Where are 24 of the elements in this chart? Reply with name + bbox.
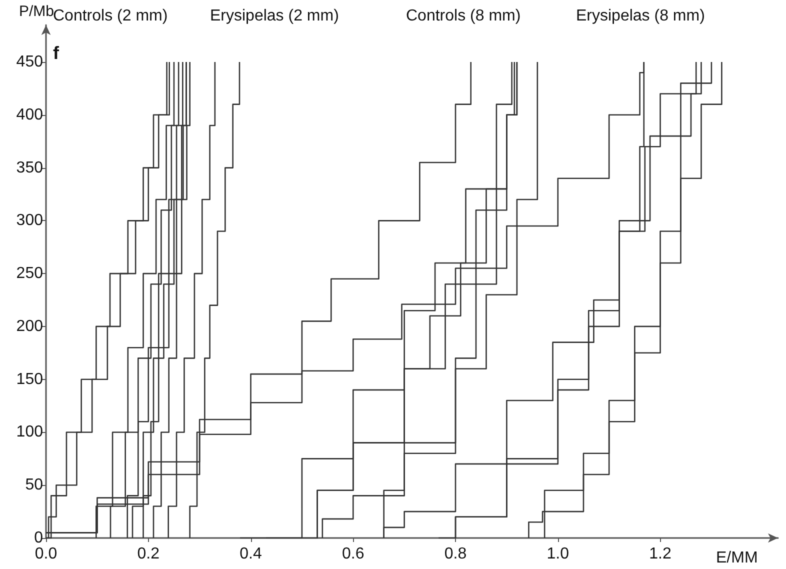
y-tick-label: 150: [16, 370, 44, 388]
x-tick-label: 0.4: [240, 546, 262, 562]
y-axis-title: P/Mb: [18, 3, 54, 20]
x-tick-label: 0.8: [444, 546, 467, 562]
x-tick-label: 1.0: [546, 546, 570, 562]
y-tick-label: 350: [16, 159, 44, 176]
x-tick-label: 0.0: [34, 546, 58, 562]
x-tick-label: 0.6: [342, 546, 364, 562]
annotation: f: [53, 43, 60, 63]
x-axis-title: E/MM: [716, 550, 758, 566]
y-tick-label: 300: [16, 212, 44, 230]
y-tick-label: 50: [25, 476, 44, 494]
x-tick-label: 0.2: [137, 546, 160, 562]
y-tick-label: 100: [16, 424, 44, 441]
x-tick-label: 1.2: [649, 546, 672, 562]
y-tick-label: 400: [16, 106, 44, 124]
text: Erysipelas (8 mm): [576, 8, 705, 24]
text: Erysipelas (2 mm): [210, 8, 339, 24]
text: Controls (2 mm): [53, 8, 168, 24]
text: Controls (8 mm): [406, 8, 521, 24]
y-tick-label: 450: [16, 54, 44, 71]
y-tick-label: 200: [16, 318, 44, 335]
y-tick-label: 250: [16, 265, 44, 282]
y-tick-label: 0: [34, 530, 44, 546]
